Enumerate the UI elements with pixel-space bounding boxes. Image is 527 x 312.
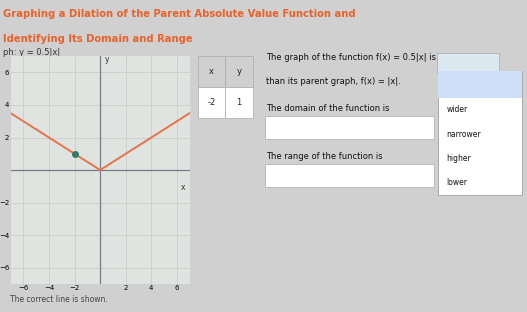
Text: The domain of the function is: The domain of the function is: [266, 104, 390, 113]
Bar: [226, 87, 253, 118]
Bar: [438, 71, 522, 98]
Text: The graph of the function f(x) = 0.5|x| is: The graph of the function f(x) = 0.5|x| …: [266, 53, 436, 62]
Text: than its parent graph, f(x) = |x|.: than its parent graph, f(x) = |x|.: [266, 77, 401, 86]
Text: wider: wider: [446, 105, 467, 115]
Text: -2: -2: [207, 98, 216, 107]
Text: The correct line is shown.: The correct line is shown.: [11, 295, 108, 304]
Text: y: y: [105, 55, 110, 64]
FancyBboxPatch shape: [265, 164, 434, 187]
Bar: [198, 87, 226, 118]
Text: ↑: ↑: [452, 60, 457, 66]
Text: y: y: [237, 67, 241, 76]
FancyBboxPatch shape: [438, 71, 522, 195]
Text: Identifying Its Domain and Range: Identifying Its Domain and Range: [3, 34, 192, 44]
Text: lower: lower: [446, 178, 467, 187]
Text: ˅: ˅: [495, 60, 498, 66]
Text: The range of the function is: The range of the function is: [266, 152, 383, 161]
Text: x: x: [181, 183, 186, 192]
Text: ph: y = 0.5|x|: ph: y = 0.5|x|: [3, 48, 60, 57]
FancyBboxPatch shape: [437, 53, 499, 73]
Text: narrower: narrower: [446, 130, 481, 139]
Text: .: .: [441, 173, 444, 182]
Text: ˅: ˅: [437, 171, 441, 180]
Text: x: x: [209, 67, 214, 76]
Text: higher: higher: [446, 154, 471, 163]
Bar: [198, 56, 226, 87]
Text: 1: 1: [237, 98, 242, 107]
FancyBboxPatch shape: [265, 116, 434, 139]
Text: Graphing a Dilation of the Parent Absolute Value Function and: Graphing a Dilation of the Parent Absolu…: [3, 9, 355, 19]
Bar: [226, 56, 253, 87]
